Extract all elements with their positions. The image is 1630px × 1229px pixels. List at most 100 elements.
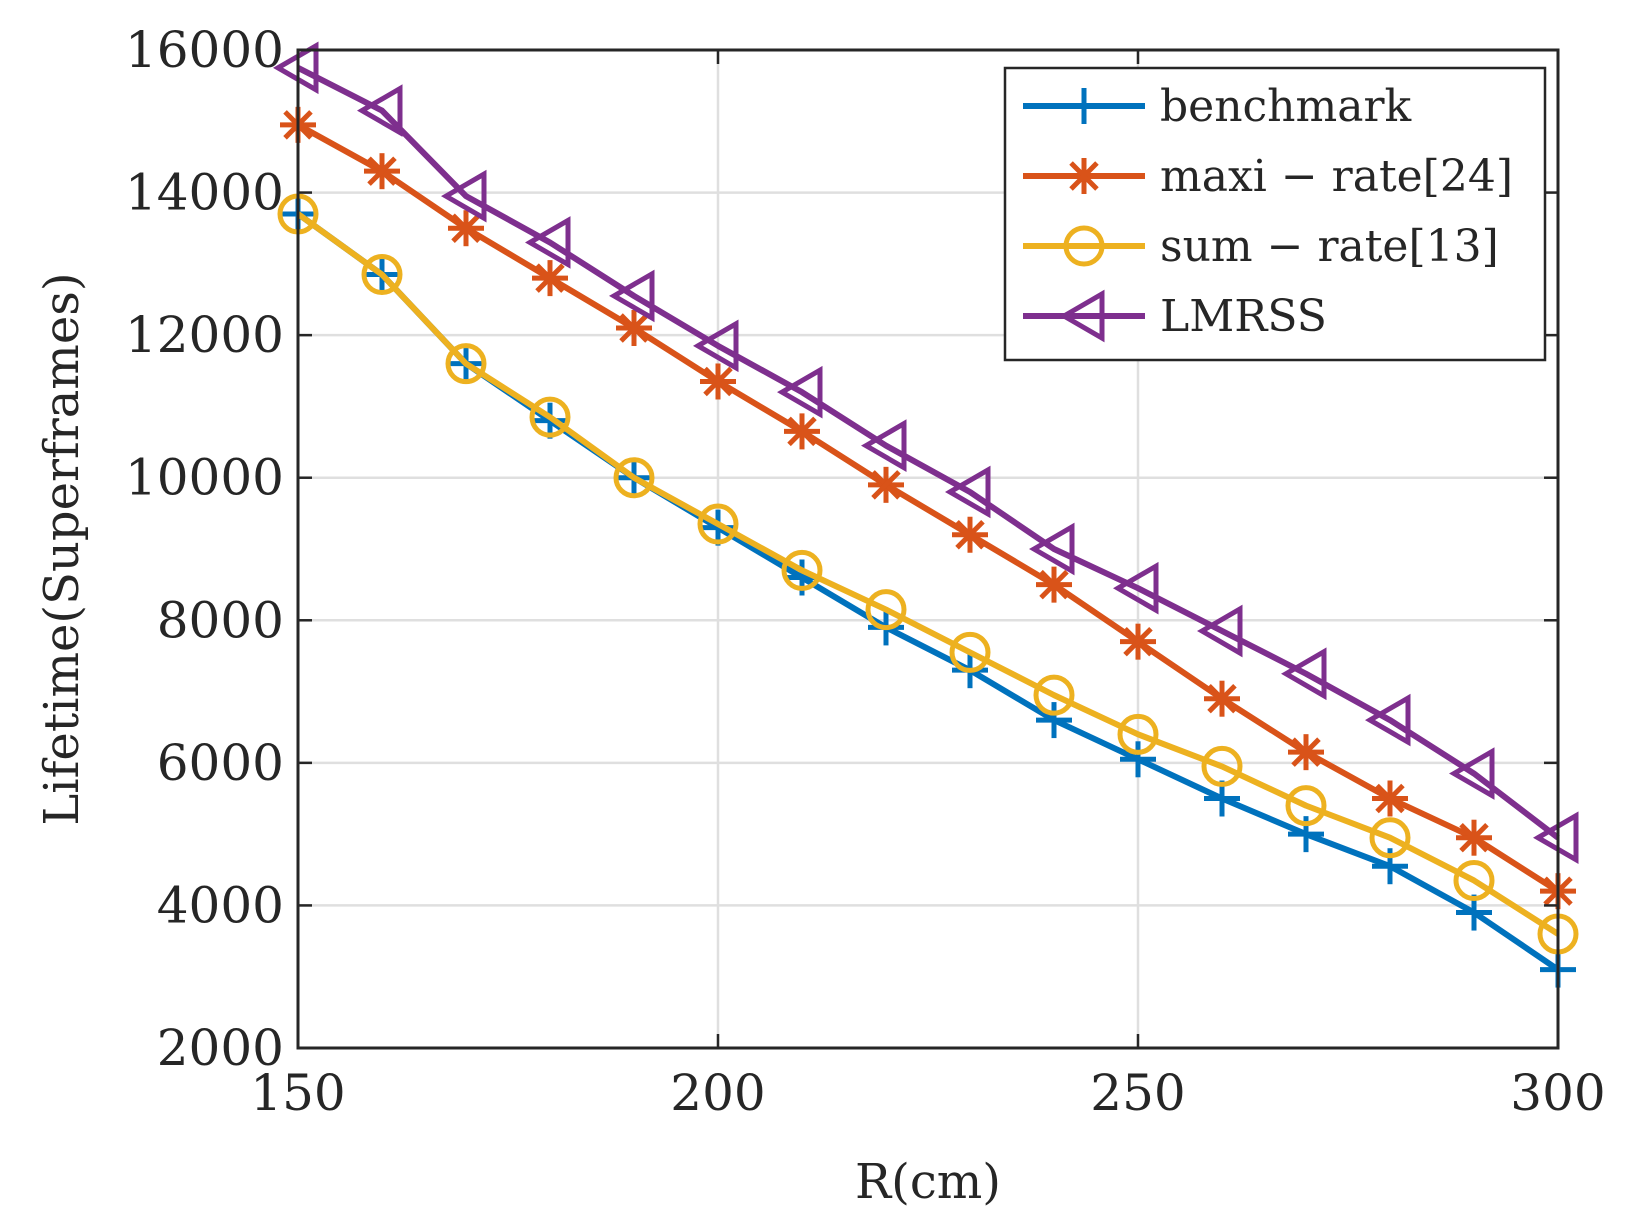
marker-stroke [1063, 225, 1105, 267]
marker-stroke [619, 313, 649, 343]
legend-label: sum − rate[13] [1160, 221, 1499, 272]
legend-box [1003, 66, 1547, 362]
x-tick-label: 300 [1510, 1064, 1605, 1122]
data-point [1281, 647, 1327, 701]
x-axis-label: R(cm) [855, 1154, 1001, 1210]
marker-stroke [693, 319, 739, 373]
marker-stroke [1281, 647, 1327, 701]
marker-stroke [1201, 745, 1243, 787]
y-axis-label: Lifetime(Superframes) [34, 272, 90, 825]
legend-entry: sum − rate[13] [1023, 221, 1499, 272]
data-point [1372, 780, 1408, 817]
y-tick-label: 16000 [125, 21, 284, 79]
legend-entry: benchmark [1023, 81, 1412, 132]
x-tick-label: 150 [250, 1064, 345, 1122]
data-point [361, 254, 403, 296]
marker-stroke [445, 343, 487, 385]
legend-label: benchmark [1160, 81, 1412, 132]
marker-stroke [1059, 289, 1105, 343]
data-point [1365, 693, 1411, 747]
data-point [952, 516, 988, 553]
marker-stroke [367, 156, 397, 186]
data-point [445, 343, 487, 385]
marker-stroke [861, 419, 907, 472]
marker-stroke [703, 366, 733, 397]
marker-stroke [361, 254, 403, 296]
marker-stroke [1039, 569, 1069, 600]
marker-stroke [1285, 785, 1327, 827]
plot-area-frame [296, 48, 1560, 1050]
marker-stroke [1207, 683, 1237, 714]
data-point [1117, 713, 1159, 755]
data-point [1113, 561, 1159, 615]
marker-stroke [1449, 747, 1495, 800]
y-tick-label: 14000 [125, 164, 284, 222]
data-point [441, 169, 487, 223]
marker-stroke [441, 169, 487, 223]
legend: benchmark maxi − rate[24] sum − rate[13] LM… [1003, 66, 1547, 362]
data-point [1120, 741, 1156, 778]
data-point [1453, 859, 1495, 901]
data-point [1204, 680, 1240, 717]
marker-stroke [1459, 822, 1489, 853]
data-point [861, 419, 907, 472]
data-point [700, 363, 736, 400]
data-point [784, 413, 820, 450]
marker-stroke [529, 396, 571, 438]
marker-stroke [1291, 737, 1321, 767]
legend-marker [1059, 289, 1105, 343]
data-point [1036, 566, 1072, 603]
marker-stroke [949, 631, 991, 673]
marker-stroke [697, 503, 739, 545]
legend-entry: maxi − rate[24] [1023, 151, 1513, 202]
data-point [616, 310, 652, 347]
data-point [364, 153, 400, 190]
legend-label: LMRSS [1160, 291, 1327, 342]
legend-marker [1063, 225, 1105, 267]
data-point [1449, 747, 1495, 800]
marker-stroke [1117, 713, 1159, 755]
marker-stroke [1123, 626, 1153, 657]
marker-stroke [525, 216, 571, 269]
data-point [532, 260, 568, 297]
data-point [1456, 819, 1492, 856]
data-point [945, 465, 991, 519]
marker-stroke [945, 465, 991, 519]
data-point [1285, 785, 1327, 827]
marker-stroke [609, 269, 655, 323]
marker-stroke [865, 589, 907, 631]
series-2 [277, 193, 1579, 955]
y-tick-label: 12000 [125, 306, 284, 364]
y-tick-label: 4000 [157, 876, 284, 934]
marker-stroke [1375, 783, 1405, 814]
data-point [1033, 674, 1075, 716]
data-point [1036, 702, 1072, 739]
series-line [296, 122, 1560, 894]
marker-stroke [1069, 161, 1099, 191]
data-point [868, 466, 904, 503]
legend-marker [1066, 88, 1102, 124]
data-point [693, 319, 739, 373]
data-point [613, 457, 655, 499]
data-point [357, 84, 403, 137]
marker-stroke [535, 263, 565, 293]
x-tick-label: 200 [670, 1064, 765, 1122]
series-line [296, 65, 1560, 841]
marker-stroke [1033, 674, 1075, 716]
marker-stroke [613, 457, 655, 499]
x-tick-label: 250 [1090, 1064, 1185, 1122]
data-point [1197, 604, 1243, 658]
data-point [865, 589, 907, 631]
data-point [1029, 522, 1075, 576]
legend-marker [1066, 158, 1102, 194]
data-point [525, 216, 571, 269]
y-tick-label: 2000 [157, 1019, 284, 1077]
legend-entry: LMRSS [1023, 289, 1327, 343]
data-point [697, 503, 739, 545]
y-tick-label: 6000 [157, 734, 284, 792]
marker-stroke [1365, 693, 1411, 747]
data-point [609, 269, 655, 323]
data-point [1201, 745, 1243, 787]
data-point [1288, 734, 1324, 771]
